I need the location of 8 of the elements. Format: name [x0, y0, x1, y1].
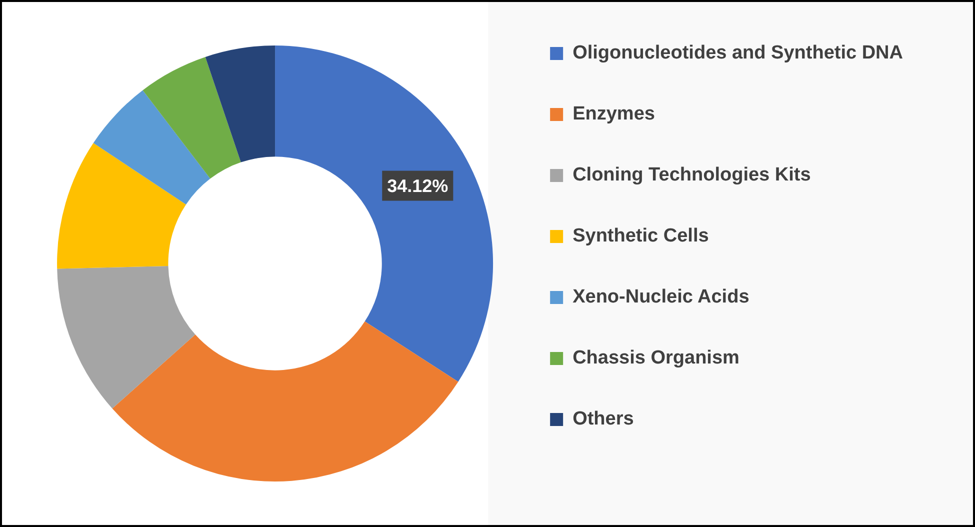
legend-label: Oligonucleotides and Synthetic DNA	[572, 42, 904, 64]
legend-label: Cloning Technologies Kits	[572, 164, 811, 186]
data-label: 34.12%	[387, 176, 448, 196]
legend-label: Synthetic Cells	[572, 226, 709, 247]
legend-label: Others	[572, 408, 634, 430]
legend-label: Enzymes	[572, 104, 655, 125]
legend-label: Chassis Organism	[572, 348, 740, 369]
legend-label: Xeno-Nucleic Acids	[572, 286, 750, 308]
